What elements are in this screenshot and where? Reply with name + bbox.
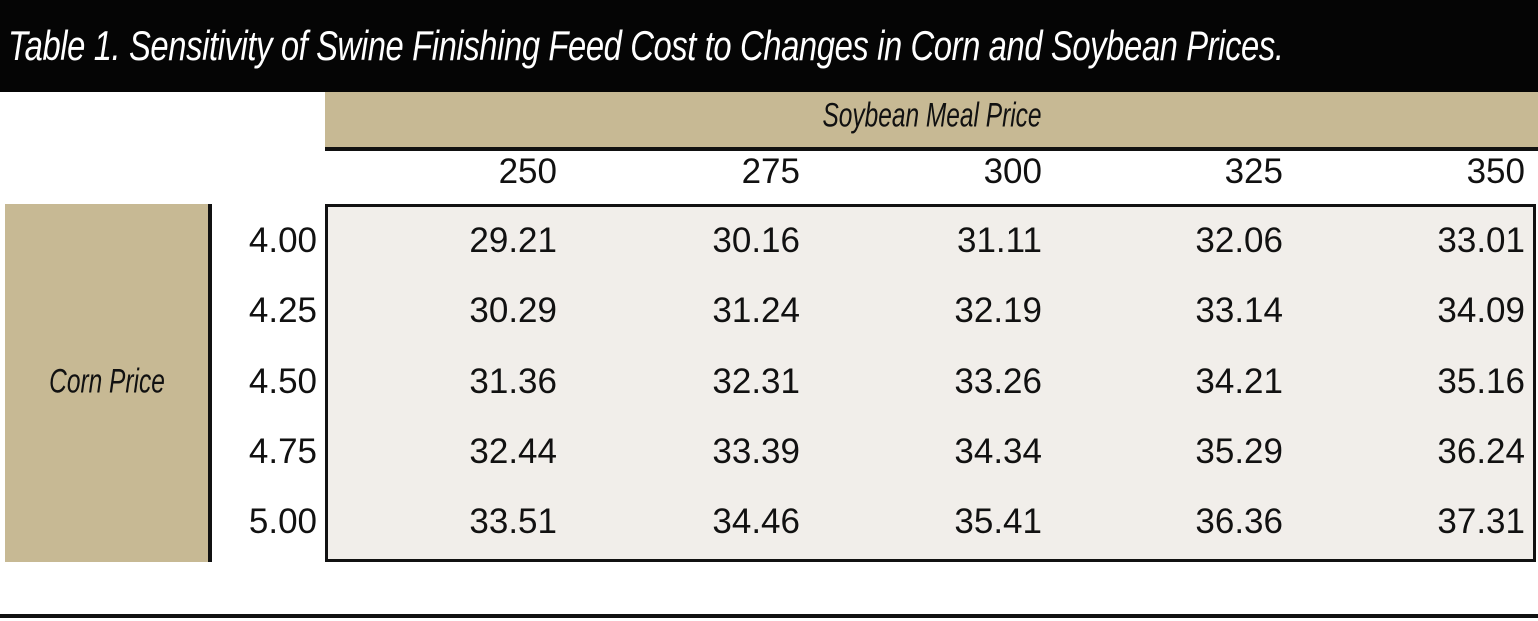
table-cell: 33.01: [1437, 221, 1525, 260]
column-header: 300: [983, 152, 1042, 191]
column-header: 250: [498, 152, 557, 191]
table-cell: 34.46: [712, 502, 800, 541]
table-cell: 36.36: [1195, 502, 1283, 541]
table-cell: 33.39: [712, 432, 800, 471]
table-cell: 30.29: [469, 291, 557, 330]
table-cell: 33.14: [1195, 291, 1283, 330]
table-cell: 31.36: [469, 362, 557, 401]
table-cell: 34.21: [1195, 362, 1283, 401]
table-cell: 35.41: [954, 502, 1042, 541]
table-cell: 30.16: [712, 221, 800, 260]
table-cell: 33.26: [954, 362, 1042, 401]
table-cell: 36.24: [1437, 432, 1525, 471]
column-header: 275: [741, 152, 800, 191]
table-cell: 33.51: [469, 502, 557, 541]
table-cell: 31.24: [712, 291, 800, 330]
data-panel: [325, 204, 1536, 562]
table-cell: 32.31: [712, 362, 800, 401]
row-header: 5.00: [248, 502, 317, 541]
row-group-header: Corn Price: [5, 204, 208, 562]
column-group-header: Soybean Meal Price: [325, 92, 1538, 151]
row-header: 4.25: [248, 291, 317, 330]
row-header: 4.75: [248, 432, 317, 471]
table-cell: 32.06: [1195, 221, 1283, 260]
table-title: Table 1. Sensitivity of Swine Finishing …: [8, 22, 1284, 69]
row-header: 4.00: [248, 221, 317, 260]
column-group-label: Soybean Meal Price: [821, 96, 1042, 135]
row-header: 4.50: [248, 362, 317, 401]
row-header-divider: [208, 204, 212, 562]
table-cell: 29.21: [469, 221, 557, 260]
table-cell: 32.44: [469, 432, 557, 471]
table-cell: 37.31: [1437, 502, 1525, 541]
table-cell: 31.11: [957, 221, 1042, 260]
table-cell: 34.34: [954, 432, 1042, 471]
column-header: 325: [1224, 152, 1283, 191]
column-header: 350: [1466, 152, 1525, 191]
row-group-label: Corn Price: [48, 362, 165, 401]
title-bar: Table 1. Sensitivity of Swine Finishing …: [0, 0, 1538, 92]
table-cell: 32.19: [954, 291, 1042, 330]
table-cell: 34.09: [1437, 291, 1525, 330]
table-cell: 35.29: [1195, 432, 1283, 471]
footer-rule: [0, 614, 1538, 618]
table-cell: 35.16: [1437, 362, 1525, 401]
